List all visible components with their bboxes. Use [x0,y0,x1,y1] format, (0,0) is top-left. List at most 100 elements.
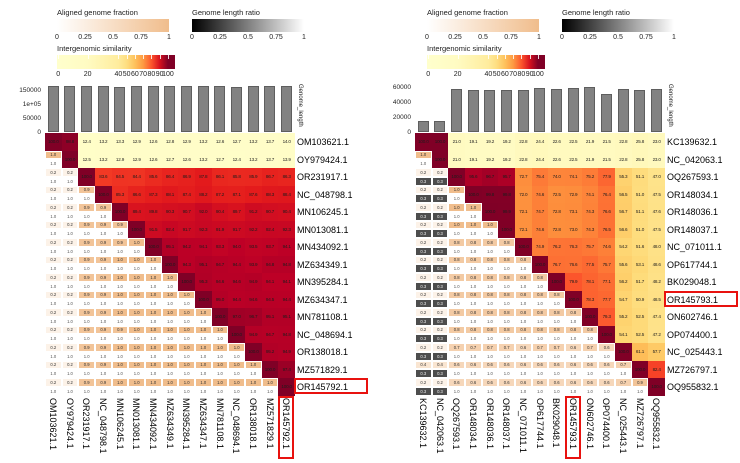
heatmap-length-ratio-cell: 1.0 [448,264,465,273]
heatmap-length-ratio-cell: 1.0 [498,246,515,256]
row-label: NC_042063.1 [667,154,723,165]
heatmap-similarity-cell: 21.9 [581,150,599,168]
genome-length-bar [501,89,513,132]
row-label: KC139632.1 [667,137,718,147]
heatmap-similarity-cell: 94.6 [211,273,229,291]
heatmap-length-ratio-cell: 1.0 [481,264,499,273]
heatmap-aligned-fraction-cell: 0.8 [448,255,465,265]
heatmap-similarity-cell: 94.4 [228,290,245,308]
heatmap-diagonal-cell: 100.0 [95,185,112,203]
heatmap-aligned-fraction-cell: 1.0 [128,308,145,317]
aligned-legend-tick: 0.5 [108,34,118,41]
heatmap-length-ratio-cell: 1.0 [448,334,465,343]
bar-axis-tick-label: 0 [407,128,411,136]
heatmap-length-ratio-cell: 1.0 [481,351,499,361]
heatmap-aligned-fraction-cell: 0.9 [78,238,95,247]
heatmap-aligned-fraction-cell: 0.8 [498,308,515,317]
heatmap-aligned-fraction-cell: 0.8 [465,238,482,247]
heatmap-similarity-cell: 22.8 [615,150,632,168]
heatmap-similarity-cell: 94.6 [245,290,262,308]
bar-axis-tick-label: 50000 [22,114,41,122]
aligned-fraction-legend-title: Aligned genome fraction [427,8,508,17]
heatmap-length-ratio-cell: 1.0 [565,386,582,396]
heatmap-length-ratio-cell: 0.3 [415,281,432,291]
heatmap-length-ratio-cell: 1.0 [465,211,482,221]
heatmap-aligned-fraction-cell: 0.8 [548,308,565,317]
heatmap-similarity-cell: 55.6 [615,255,632,273]
heatmap-length-ratio-cell: 1.0 [515,351,532,361]
row-label: OY979424.1 [297,154,348,165]
heatmap-similarity-cell: 86.7 [261,168,279,186]
heatmap-similarity-cell: 19.2 [498,133,515,151]
heatmap-aligned-fraction-cell: 0.2 [431,255,449,265]
heatmap-length-ratio-cell: 1.0 [111,229,129,238]
heatmap-length-ratio-cell: 1.0 [548,334,565,343]
heatmap-aligned-fraction-cell: 0.6 [531,360,549,370]
heatmap-aligned-fraction-cell: 0.8 [481,238,499,247]
row-label: MN106245.1 [297,207,349,217]
heatmap-length-ratio-cell: 1.0 [228,386,245,396]
heatmap-aligned-fraction-cell: 0.6 [448,360,465,370]
heatmap-aligned-fraction-cell: 0.2 [431,378,449,387]
heatmap-aligned-fraction-cell: 0.8 [498,238,515,247]
heatmap-similarity-cell: 94.5 [261,290,279,308]
row-label: OP074400.1 [667,329,718,340]
heatmap-similarity-cell: 52.5 [631,308,649,326]
heatmap-similarity-cell: 93.9 [245,255,262,273]
heatmap-aligned-fraction-cell: 0.9 [95,343,112,352]
heatmap-diagonal-cell: 100.0 [45,133,62,151]
heatmap-length-ratio-cell: 1.0 [161,386,179,396]
heatmap-aligned-fraction-cell: 0.9 [95,325,112,335]
heatmap-length-ratio-cell: 1.0 [531,316,549,326]
heatmap-aligned-fraction-cell: 0.6 [515,343,532,352]
heatmap-similarity-cell: 12.9 [128,150,145,168]
similarity-legend-gradient [57,55,175,69]
heatmap-length-ratio-cell: 1.0 [45,246,62,256]
column-label: OP617744.1 [534,398,545,449]
heatmap-length-ratio-cell: 1.0 [61,351,79,361]
heatmap-similarity-cell: 94.9 [278,343,295,361]
heatmap-aligned-fraction-cell: 0.8 [531,290,549,300]
heatmap-length-ratio-cell: 1.0 [128,281,145,291]
heatmap-length-ratio-cell: 1.0 [78,316,95,326]
heatmap-similarity-cell: 94.1 [195,238,212,256]
heatmap-length-ratio-cell: 1.0 [128,246,145,256]
heatmap-length-ratio-cell: 1.0 [531,386,549,396]
heatmap-aligned-fraction-cell: 0.2 [415,185,432,195]
heatmap-length-ratio-cell: 1.0 [61,246,79,256]
heatmap-aligned-fraction-cell: 0.9 [111,238,129,247]
row-label: MN013081.1 [297,224,349,235]
heatmap-length-ratio-cell: 1.0 [45,176,62,186]
aligned-fraction-legend-gradient [57,19,169,32]
heatmap-length-ratio-cell: 1.0 [228,351,245,361]
heatmap-aligned-fraction-cell: 0.8 [498,290,515,300]
genome-length-bar [197,86,209,132]
heatmap-length-ratio-cell: 0.3 [415,246,432,256]
heatmap-aligned-fraction-cell: 0.2 [61,255,79,265]
heatmap-aligned-fraction-cell: 0.8 [448,273,465,282]
heatmap-aligned-fraction-cell: 0.2 [61,360,79,370]
heatmap-aligned-fraction-cell: 0.2 [61,325,79,335]
heatmap-aligned-fraction-cell: 0.8 [531,273,549,282]
similarity-legend-notch [118,55,120,59]
row-label: MZ726797.1 [667,364,718,375]
heatmap-diagonal-cell: 100.0 [61,150,79,168]
heatmap-similarity-cell: 85.6 [145,168,162,186]
heatmap-similarity-cell: 13.2 [95,150,112,168]
row-label: OR138018.1 [297,347,349,357]
heatmap-similarity-cell: 21.9 [581,133,599,151]
heatmap-similarity-cell: 88.3 [261,185,279,203]
heatmap-similarity-cell: 55.2 [615,308,632,326]
heatmap-length-ratio-cell: 0.3 [415,194,432,203]
heatmap-length-ratio-cell: 1.0 [481,229,499,238]
heatmap-aligned-fraction-cell: 0.8 [548,325,565,335]
similarity-legend-tick: 90 [155,71,164,78]
heatmap-length-ratio-cell: 0.3 [431,316,449,326]
similarity-legend-tick: 20 [453,71,462,78]
heatmap-aligned-fraction-cell: 0.2 [415,290,432,300]
heatmap-similarity-cell: 87.3 [145,185,162,203]
heatmap-similarity-cell: 74.6 [531,220,549,238]
heatmap-length-ratio-cell: 1.0 [465,316,482,326]
heatmap-aligned-fraction-cell: 0.2 [431,290,449,300]
heatmap-similarity-cell: 19.1 [465,133,482,151]
